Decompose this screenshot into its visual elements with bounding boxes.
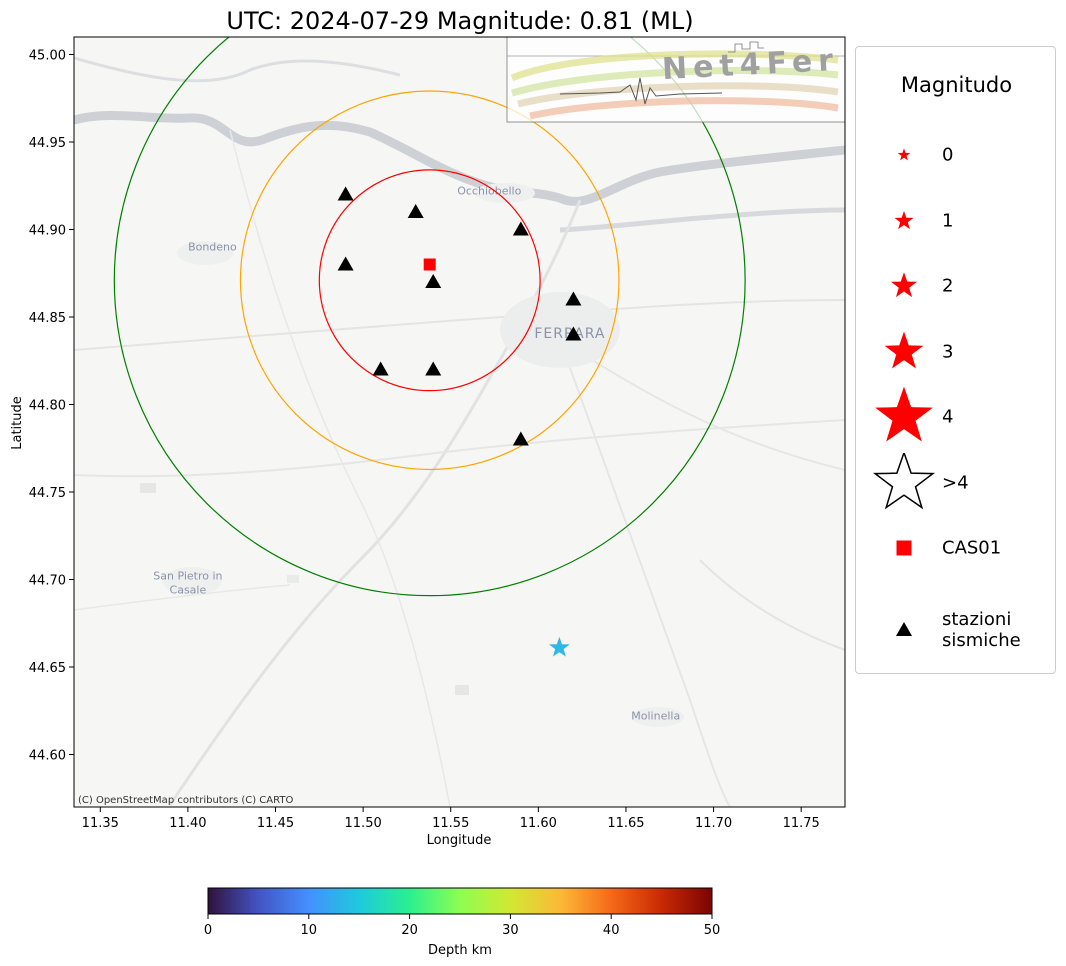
distance-circles bbox=[113, 37, 746, 597]
legend-item: 4 bbox=[856, 387, 1057, 447]
station-marker bbox=[372, 361, 389, 376]
place-labels: OcchiobelloBondenoFERRARASan Pietro inCa… bbox=[153, 185, 680, 723]
legend-item: 3 bbox=[856, 322, 1057, 382]
legend-label: stazioni sismiche bbox=[942, 608, 1021, 651]
x-tick-label: 11.65 bbox=[607, 816, 644, 831]
station-marker bbox=[337, 256, 354, 271]
magnitude-legend: Magnitudo 0 1 2 3 4 >4 CAS01 stazioni sismiche bbox=[855, 46, 1056, 674]
place-label: Bondeno bbox=[188, 241, 237, 254]
legend-symbol-square-icon bbox=[896, 540, 912, 556]
y-tick-label: 44.80 bbox=[29, 399, 66, 414]
x-tick-label: 11.50 bbox=[345, 816, 382, 831]
x-tick-label: 11.45 bbox=[257, 816, 294, 831]
x-tick-label: 11.60 bbox=[520, 816, 557, 831]
net4fer-logo: Net4Fer bbox=[506, 36, 846, 123]
legend-label: 0 bbox=[942, 144, 954, 166]
earthquake-event bbox=[548, 636, 570, 657]
legend-item: stazioni sismiche bbox=[856, 600, 1057, 660]
legend-item: CAS01 bbox=[856, 518, 1057, 578]
place-label: Occhiobello bbox=[457, 185, 521, 198]
cas01-marker bbox=[423, 258, 436, 271]
legend-label: CAS01 bbox=[942, 537, 1002, 559]
colorbar-tick-label: 40 bbox=[603, 923, 620, 938]
x-tick-label: 11.40 bbox=[169, 816, 206, 831]
event-star-icon bbox=[548, 636, 570, 657]
legend-symbol-star-icon bbox=[894, 210, 914, 229]
y-tick-label: 44.95 bbox=[29, 136, 66, 151]
legend-symbol-star-outline-icon bbox=[872, 452, 936, 509]
distance-circle bbox=[113, 37, 746, 597]
x-tick-label: 11.55 bbox=[432, 816, 469, 831]
legend-label: 4 bbox=[942, 406, 954, 428]
y-axis-ticks: 45.00 44.95 44.90 44.85 44.80 44.75 44.70 44.65… bbox=[29, 49, 74, 764]
x-axis-ticks: 11.35 11.40 11.45 11.50 11.55 11.60 11.65 11.70… bbox=[82, 807, 820, 831]
legend-item: >4 bbox=[856, 452, 1057, 513]
place-label: Molinella bbox=[631, 710, 680, 723]
legend-symbol-star-icon bbox=[890, 272, 918, 298]
legend-symbol-star-icon bbox=[884, 331, 924, 368]
legend-item: 2 bbox=[856, 256, 1057, 316]
x-tick-label: 11.35 bbox=[82, 816, 119, 831]
station-marker bbox=[407, 204, 424, 218]
legend-label: 1 bbox=[942, 210, 954, 231]
x-axis-label: Longitude bbox=[427, 833, 492, 848]
y-tick-label: 44.65 bbox=[29, 661, 66, 676]
legend-title: Magnitudo bbox=[900, 73, 1013, 97]
distance-circle bbox=[239, 90, 620, 471]
map-attribution: (C) OpenStreetMap contributors (C) CARTO bbox=[78, 795, 293, 806]
station-marker bbox=[425, 274, 442, 288]
legend-item: 0 bbox=[856, 125, 1057, 185]
legend-item: 1 bbox=[856, 191, 1057, 251]
station-marker bbox=[512, 221, 529, 236]
colorbar-tick-label: 0 bbox=[204, 923, 212, 938]
y-tick-label: 44.75 bbox=[29, 486, 66, 501]
y-tick-label: 44.60 bbox=[29, 749, 66, 764]
colorbar-label: Depth km bbox=[428, 943, 492, 958]
y-tick-label: 44.85 bbox=[29, 311, 66, 326]
station-marker bbox=[565, 326, 582, 341]
basemap bbox=[74, 56, 845, 807]
place-label: San Pietro in bbox=[153, 570, 222, 583]
colorbar-tick-label: 20 bbox=[401, 923, 418, 938]
legend-label: 3 bbox=[942, 341, 954, 362]
colorbar-tick-label: 50 bbox=[704, 923, 721, 938]
station-marker bbox=[512, 431, 529, 446]
station-marker bbox=[337, 186, 354, 201]
x-tick-label: 11.75 bbox=[783, 816, 820, 831]
seismic-stations bbox=[337, 186, 582, 446]
figure-title: UTC: 2024-07-29 Magnitude: 0.81 (ML) bbox=[226, 7, 693, 35]
map-panel[interactable]: OcchiobelloBondenoFERRARASan Pietro inCa… bbox=[73, 0, 846, 808]
x-tick-label: 11.70 bbox=[695, 816, 732, 831]
y-tick-label: 44.70 bbox=[29, 574, 66, 589]
station-marker bbox=[425, 361, 442, 376]
distance-circle bbox=[318, 169, 541, 392]
y-tick-label: 44.90 bbox=[29, 224, 66, 239]
colorbar-tick-label: 30 bbox=[502, 923, 519, 938]
y-tick-label: 45.00 bbox=[29, 49, 66, 64]
legend-symbol-star-icon bbox=[875, 387, 933, 442]
place-label: Casale bbox=[170, 584, 207, 597]
y-axis-label: Latitude bbox=[10, 396, 25, 450]
legend-symbol-triangle-icon bbox=[896, 621, 912, 636]
legend-label: 2 bbox=[942, 275, 954, 297]
legend-symbol-star-icon bbox=[897, 148, 911, 161]
colorbar-tick-label: 10 bbox=[301, 923, 318, 938]
depth-colorbar: 0 10 20 30 40 50 Depth km bbox=[204, 887, 721, 958]
station-marker bbox=[565, 291, 582, 306]
legend-label: >4 bbox=[942, 472, 969, 493]
